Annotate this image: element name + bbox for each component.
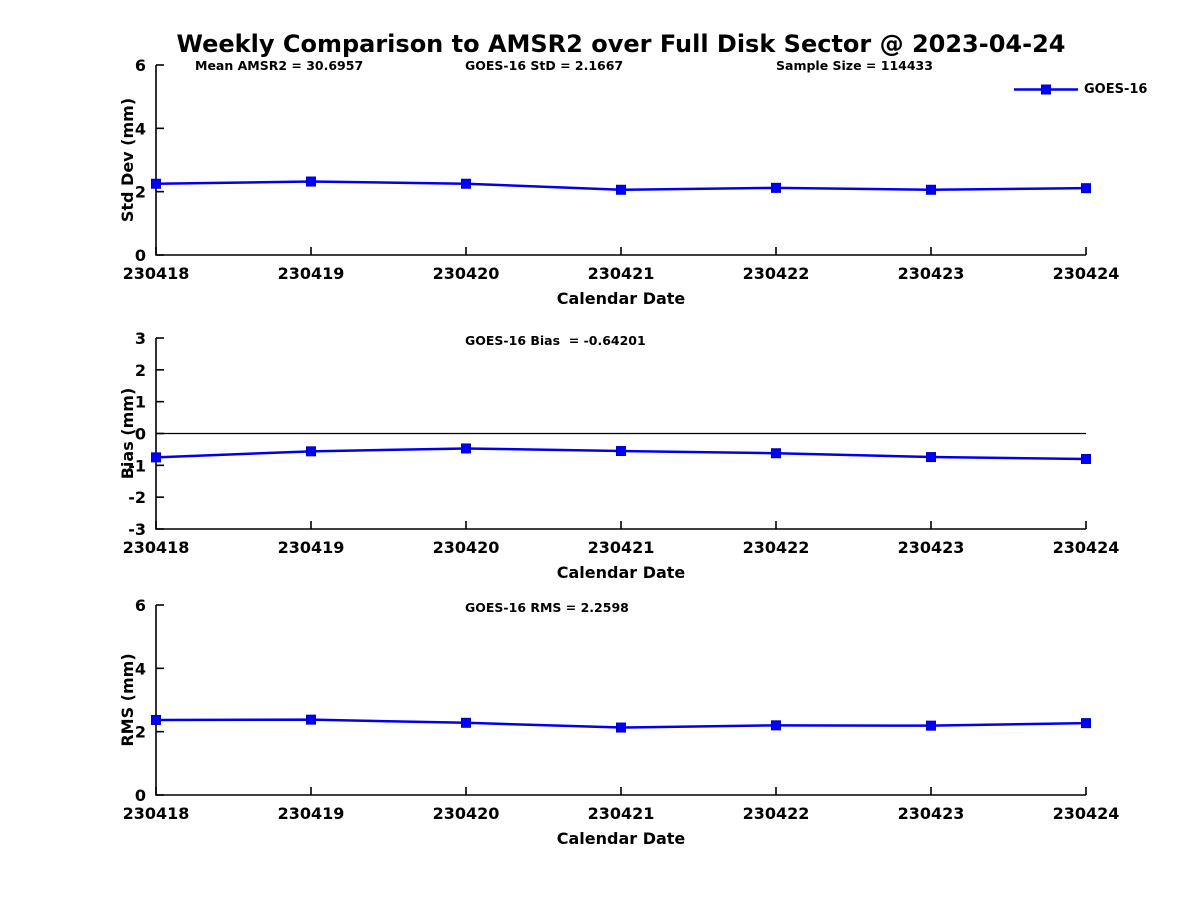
data-point-marker [1081, 183, 1091, 194]
y-axis-label: RMS (mm) [118, 653, 137, 746]
data-point-marker [151, 714, 161, 725]
axes [155, 605, 1086, 796]
chart-subtitle: GOES-16 Bias = -0.64201 [465, 333, 646, 348]
data-point-marker [616, 722, 626, 733]
y-tick-label: 6 [135, 56, 146, 75]
legend-label: GOES-16 [1084, 82, 1148, 97]
data-point-marker [616, 446, 626, 457]
x-tick-label: 230420 [433, 804, 500, 823]
legend: GOES-16 [1014, 83, 1147, 96]
x-tick-label: 230418 [123, 804, 190, 823]
rms-plot: 0 2 4 6 230418 230419 230420 230421 230422 230423… [118, 596, 1119, 848]
x-axis-label: Calendar Date [557, 563, 686, 582]
data-point-marker [771, 720, 781, 731]
x-tick-label: 230424 [1053, 538, 1120, 557]
data-point-marker [306, 714, 316, 725]
y-tick-label: 2 [135, 183, 146, 202]
axes [155, 65, 1086, 256]
data-point-marker [461, 717, 471, 728]
x-tick-label: 230421 [588, 804, 655, 823]
y-tick-label: -2 [128, 488, 146, 507]
x-axis-label: Calendar Date [557, 829, 686, 848]
x-tick-label: 230423 [898, 538, 965, 557]
x-tick-label: 230419 [278, 538, 345, 557]
x-tick-label: 230419 [278, 264, 345, 283]
stddev-plot: 0 2 4 6 230418 230419 230420 230421 230422 230423… [118, 56, 1119, 308]
y-tick-label: 0 [135, 246, 146, 265]
data-point-marker [616, 184, 626, 195]
data-point-marker [926, 184, 936, 195]
y-tick-label: 4 [135, 119, 146, 138]
x-tick-label: 230418 [123, 264, 190, 283]
y-axis-label: Std Dev (mm) [118, 98, 137, 222]
x-tick-label: 230421 [588, 264, 655, 283]
stat-goes16-std: GOES-16 StD = 2.1667 [465, 58, 624, 73]
x-tick-label: 230419 [278, 804, 345, 823]
y-tick-label: -3 [128, 520, 146, 539]
data-point-marker [771, 182, 781, 193]
bias-plot: -3 -2 -1 0 1 2 3 230418 230419 230420 230421 230422… [118, 329, 1119, 582]
y-axis-label: Bias (mm) [118, 388, 137, 480]
y-tick-label: 0 [135, 425, 146, 444]
y-tick-label: 1 [135, 393, 146, 412]
data-point-marker [151, 178, 161, 189]
x-tick-label: 230421 [588, 538, 655, 557]
y-tick-label: -1 [128, 456, 146, 475]
x-tick-label: 230422 [743, 264, 810, 283]
chart-subtitle: GOES-16 RMS = 2.2598 [465, 600, 629, 615]
stats-row: Mean AMSR2 = 30.6957 GOES-16 StD = 2.166… [156, 58, 1086, 75]
y-tick-label: 3 [135, 329, 146, 348]
x-tick-label: 230418 [123, 538, 190, 557]
x-tick-label: 230422 [743, 538, 810, 557]
x-tick-label: 230420 [433, 264, 500, 283]
x-axis-label: Calendar Date [557, 289, 686, 308]
data-point-marker [461, 178, 471, 189]
legend-line-marker-icon [1014, 84, 1078, 95]
data-point-marker [1081, 453, 1091, 464]
stat-sample-size: Sample Size = 114433 [776, 58, 933, 73]
y-tick-label: 2 [135, 361, 146, 380]
page-title: Weekly Comparison to AMSR2 over Full Dis… [176, 30, 1066, 58]
data-point-marker [926, 720, 936, 731]
data-point-marker [1081, 718, 1091, 729]
data-point-marker [306, 446, 316, 457]
stat-mean-amsr2: Mean AMSR2 = 30.6957 [195, 58, 364, 73]
data-point-marker [926, 452, 936, 463]
y-tick-label: 0 [135, 786, 146, 805]
x-tick-label: 230424 [1053, 264, 1120, 283]
y-tick-label: 2 [135, 723, 146, 742]
data-point-marker [771, 448, 781, 459]
data-point-marker [306, 176, 316, 187]
y-tick-label: 4 [135, 659, 146, 678]
x-tick-label: 230422 [743, 804, 810, 823]
x-tick-label: 230420 [433, 538, 500, 557]
data-point-marker [151, 452, 161, 463]
y-tick-label: 6 [135, 596, 146, 615]
x-tick-label: 230423 [898, 804, 965, 823]
x-tick-label: 230424 [1053, 804, 1120, 823]
data-point-marker [461, 443, 471, 454]
x-tick-label: 230423 [898, 264, 965, 283]
